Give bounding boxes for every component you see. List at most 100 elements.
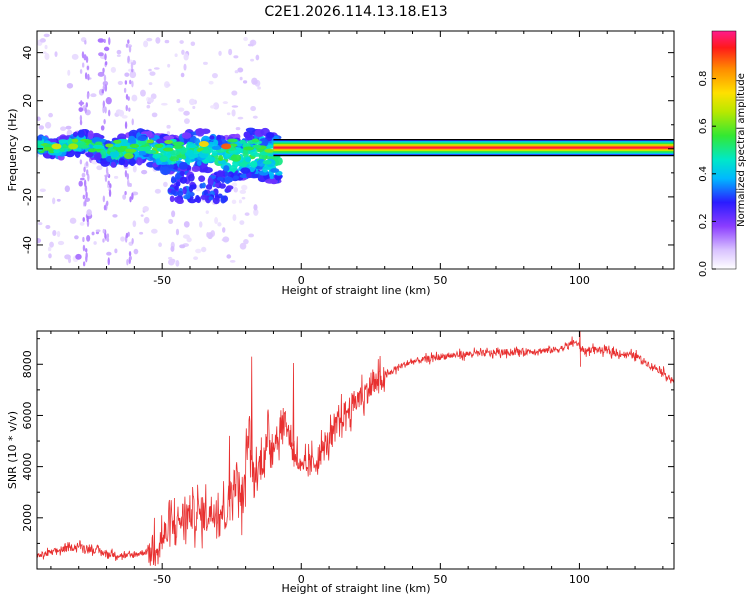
colorbar-label: Normalized spectral amplitude [736, 73, 747, 227]
heatmap-cell [191, 165, 201, 172]
heatmap-cell [129, 143, 140, 149]
heatmap-cell [251, 173, 259, 179]
heatmap-cell [86, 92, 90, 100]
heatmap-cell [183, 221, 190, 228]
heatmap-cell [113, 175, 119, 179]
heatmap-cell [180, 155, 187, 160]
heatmap-cell [85, 248, 88, 253]
heatmap-cell [106, 171, 109, 177]
heatmap-cell [127, 182, 131, 187]
heatmap-cell [108, 109, 111, 117]
heatmap-cell [227, 138, 238, 143]
heatmap-cell [80, 100, 83, 107]
heatmap-cell [162, 147, 174, 152]
heatmap-cell [54, 51, 58, 57]
x-tick-label: 0 [298, 274, 305, 287]
heatmap-cell [105, 97, 112, 105]
heatmap-cell [179, 170, 185, 177]
heatmap-cell [152, 153, 161, 159]
heatmap-cell [170, 176, 176, 184]
heatmap-cell [125, 232, 129, 239]
heatmap-cell [247, 43, 254, 47]
heatmap-cell [187, 173, 195, 182]
heatmap-cell [264, 148, 275, 153]
heatmap-cell [79, 159, 83, 165]
heatmap-cell [48, 112, 53, 118]
heatmap-cell [257, 86, 261, 90]
heatmap-cell [129, 158, 136, 167]
heatmap-cell [85, 56, 89, 64]
heatmap-cell [223, 165, 230, 172]
heatmap-cell [78, 141, 87, 146]
heatmap-cell [137, 135, 147, 142]
heatmap-cell [151, 228, 158, 234]
heatmap-cell [77, 129, 85, 138]
heatmap-cell [85, 191, 88, 199]
heatmap-cell [166, 124, 171, 129]
heatmap-cell [147, 97, 154, 103]
heatmap-cell [207, 176, 213, 185]
heatmap-cell [131, 118, 134, 126]
heatmap-cell [156, 147, 164, 152]
snr-series-line [37, 331, 674, 567]
heatmap-cell [49, 241, 54, 248]
heatmap-cell [178, 161, 188, 170]
heatmap-cell [106, 251, 112, 256]
heatmap-cell [220, 196, 226, 204]
heatmap-cell [104, 84, 108, 92]
heatmap-cell [104, 106, 107, 114]
heatmap-cell [103, 38, 106, 44]
heatmap-cell [195, 194, 200, 201]
heatmap-cell [262, 160, 272, 165]
heatmap-cell [158, 242, 162, 248]
heatmap-cell [132, 220, 137, 228]
heatmap-cell [235, 126, 241, 131]
heatmap-cell [112, 214, 118, 218]
heatmap-cell [217, 222, 222, 227]
heatmap-cell [79, 221, 85, 226]
heatmap-cell [241, 196, 246, 200]
heatmap-cell [124, 72, 130, 77]
heatmap-cell [226, 185, 234, 190]
heatmap-cell [172, 144, 184, 149]
heatmap-cell [53, 149, 60, 154]
heatmap-cell [96, 165, 103, 171]
heatmap-cell [143, 40, 149, 48]
heatmap-cell [85, 151, 94, 158]
heatmap-cell [188, 98, 196, 106]
heatmap-cell [131, 238, 134, 244]
heatmap-cell [240, 167, 251, 174]
heatmap-cell [172, 141, 185, 146]
heatmap-cell [156, 138, 166, 144]
heatmap-cell [130, 61, 134, 70]
heatmap-cell [68, 143, 79, 150]
heatmap-cell [145, 149, 157, 154]
heatmap-cell [42, 51, 47, 55]
heatmap-cell [175, 259, 180, 267]
heatmap-cell [85, 255, 88, 263]
heatmap-cell [212, 197, 220, 205]
heatmap-cell [107, 257, 110, 266]
heatmap-cell [252, 144, 262, 149]
spectrogram-panel: -50 0 50 100 -40 -20 0 20 40 Height of straight … [6, 30, 675, 297]
heatmap-cell [154, 143, 164, 148]
heatmap-cell [129, 256, 132, 261]
heatmap-cell [214, 217, 219, 225]
heatmap-cell [222, 101, 229, 105]
heatmap-cell [233, 175, 240, 180]
snr-xlabel: Height of straight line (km) [281, 582, 430, 595]
heatmap-cell [136, 157, 143, 166]
heatmap-cell [103, 204, 107, 211]
heatmap-cell [132, 165, 137, 173]
y-tick-label: 4000 [21, 453, 34, 481]
heatmap-cell [131, 80, 134, 88]
heatmap-cell [64, 185, 70, 193]
heatmap-cell [211, 150, 218, 157]
heatmap-cell [91, 231, 95, 236]
heatmap-cell [190, 41, 196, 47]
heatmap-cell [198, 175, 206, 182]
heatmap-cell [109, 150, 120, 158]
heatmap-cell [102, 195, 106, 203]
y-tick-label: 8000 [21, 350, 34, 378]
